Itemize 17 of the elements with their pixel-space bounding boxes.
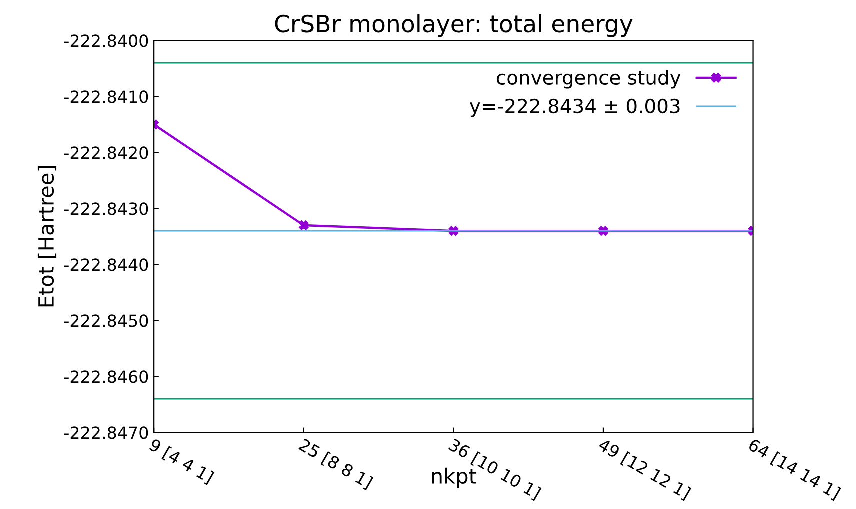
x-tick-label: 49 [12 12 1] — [596, 438, 692, 502]
chart-title: CrSBr monolayer: total energy — [275, 14, 633, 38]
legend-label: y=-222.8434 ± 0.003 — [470, 98, 680, 118]
y-tick-label: -222.8440 — [64, 258, 148, 272]
x-tick-label: 9 [4 4 1] — [148, 438, 215, 486]
y-axis-title: Etot [Hartree] — [38, 166, 57, 307]
y-tick-label: -222.8450 — [64, 314, 148, 328]
legend-label: convergence study — [496, 70, 681, 89]
y-tick-label: -222.8400 — [64, 34, 148, 48]
y-tick-label: -222.8420 — [64, 146, 148, 160]
y-tick-label: -222.8460 — [64, 370, 148, 384]
y-tick-label: -222.8410 — [64, 90, 148, 104]
x-tick-label: 64 [14 14 1] — [746, 438, 842, 502]
y-tick-label: -222.8430 — [64, 202, 148, 216]
y-tick-label: -222.8470 — [64, 426, 148, 440]
x-tick-label: 25 [8 8 1] — [298, 438, 374, 491]
point — [299, 220, 309, 230]
